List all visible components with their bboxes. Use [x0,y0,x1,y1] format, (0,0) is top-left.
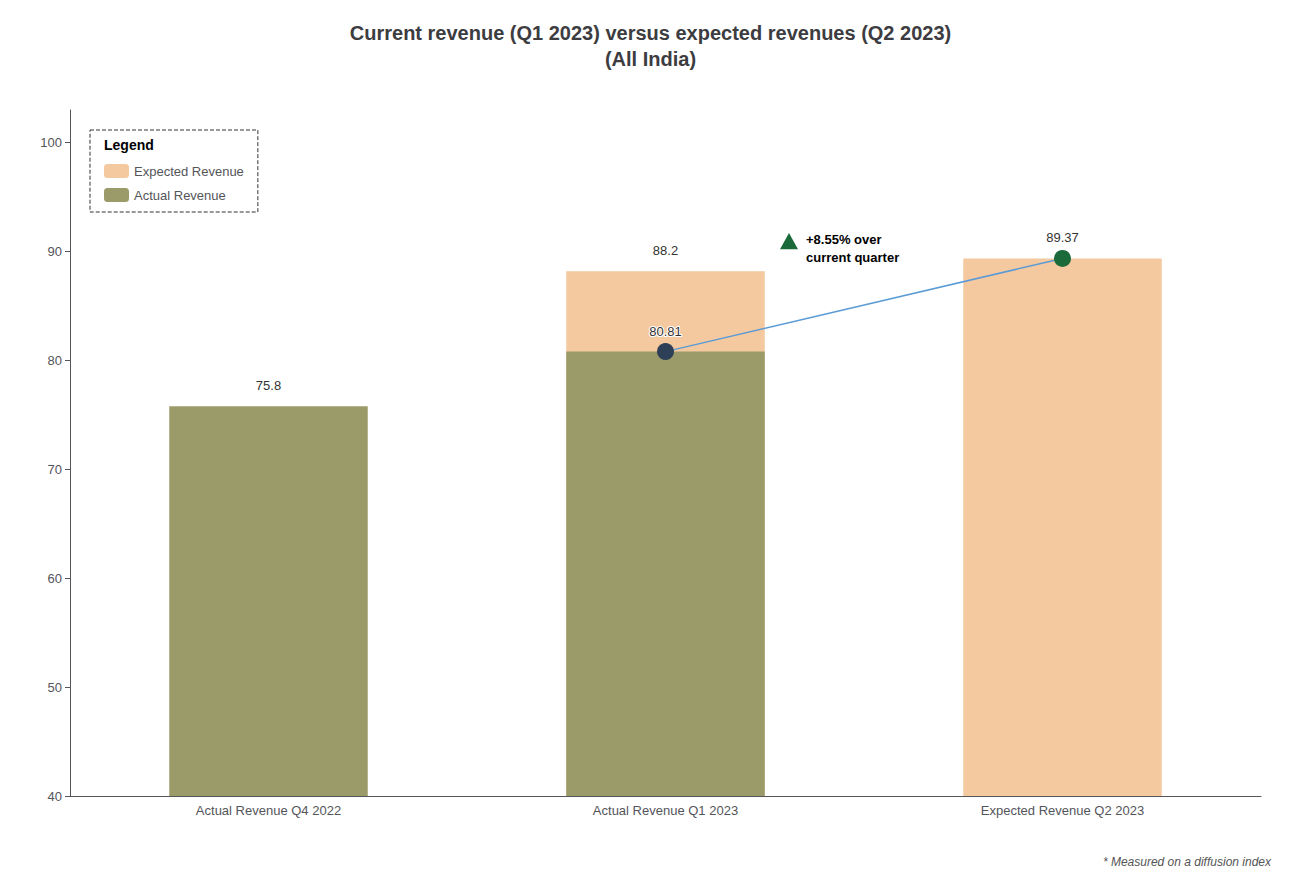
svg-text:75.8: 75.8 [256,378,281,393]
svg-text:* Measured on a diffusion inde: * Measured on a diffusion index [1103,855,1272,869]
svg-text:60: 60 [48,571,62,586]
svg-text:100: 100 [40,135,62,150]
svg-text:Expected Revenue: Expected Revenue [134,164,244,179]
svg-text:(All India): (All India) [605,48,696,70]
svg-text:current quarter: current quarter [806,250,899,265]
svg-text:Expected Revenue Q2 2023: Expected Revenue Q2 2023 [981,803,1144,818]
svg-text:Actual Revenue Q1 2023: Actual Revenue Q1 2023 [593,803,738,818]
svg-text:+8.55% over: +8.55% over [806,232,882,247]
svg-text:89.37: 89.37 [1046,230,1079,245]
svg-text:70: 70 [48,462,62,477]
svg-text:80: 80 [48,353,62,368]
svg-text:Actual Revenue Q4 2022: Actual Revenue Q4 2022 [196,803,341,818]
svg-text:90: 90 [48,244,62,259]
svg-text:40: 40 [48,789,62,804]
svg-text:Legend: Legend [104,137,154,153]
svg-text:88.2: 88.2 [653,243,678,258]
svg-text:Current revenue (Q1 2023) vers: Current revenue (Q1 2023) versus expecte… [350,22,951,44]
svg-text:50: 50 [48,680,62,695]
svg-text:Actual Revenue: Actual Revenue [134,188,226,203]
svg-text:80.81: 80.81 [649,324,682,339]
